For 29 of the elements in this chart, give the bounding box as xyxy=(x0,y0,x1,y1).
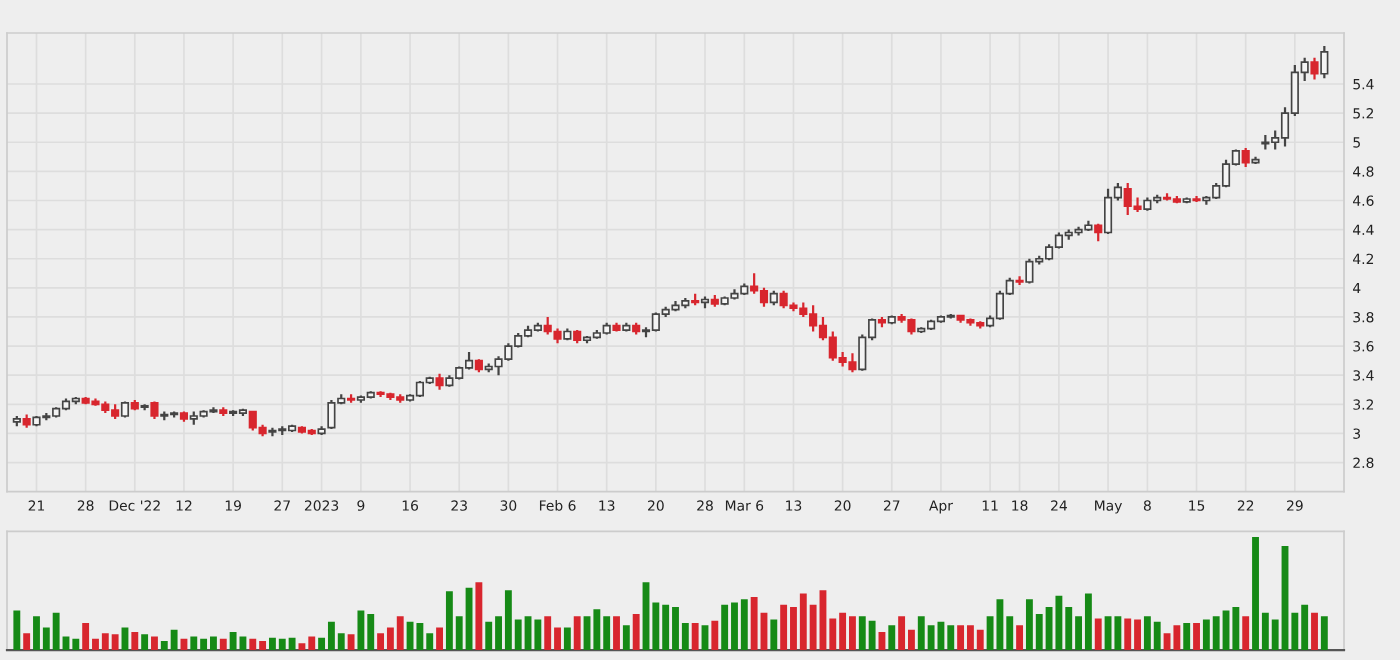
bar xyxy=(1183,622,1191,651)
bar xyxy=(131,632,139,651)
bar xyxy=(888,625,896,651)
bar xyxy=(219,638,227,651)
candlestick xyxy=(1310,56,1319,81)
bar xyxy=(1094,618,1102,651)
bar xyxy=(711,620,719,651)
bar xyxy=(770,619,778,651)
bar xyxy=(436,627,443,651)
bar xyxy=(1016,625,1024,651)
bar xyxy=(151,636,158,651)
bar xyxy=(691,622,699,651)
bar xyxy=(613,616,620,651)
bar xyxy=(622,625,630,651)
candlestick xyxy=(1241,146,1250,169)
bar xyxy=(23,633,31,651)
bar xyxy=(632,613,640,651)
candlestick xyxy=(1320,45,1329,80)
bar xyxy=(563,627,571,651)
bar xyxy=(1242,616,1250,651)
bar xyxy=(141,634,149,651)
bar xyxy=(347,634,355,651)
bar xyxy=(475,582,483,651)
bar xyxy=(1311,612,1318,651)
bar xyxy=(573,616,581,651)
bar xyxy=(1193,622,1200,651)
candlestick xyxy=(1015,275,1024,287)
bar xyxy=(1320,616,1328,651)
bar xyxy=(13,610,21,651)
